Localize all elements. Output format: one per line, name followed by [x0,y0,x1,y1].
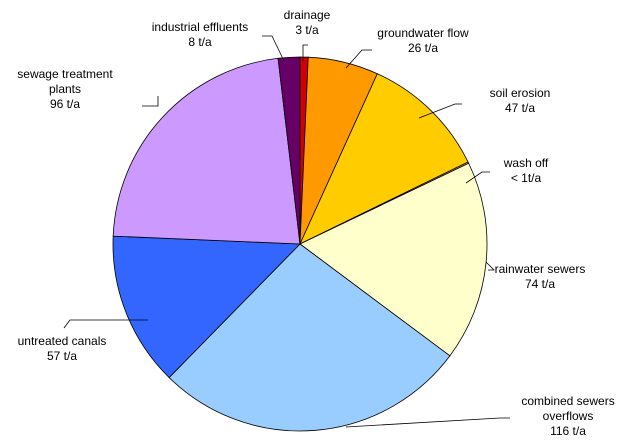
slice-label-line: 3 t/a [295,23,319,37]
leader-line-8 [262,35,285,62]
slice-label-line: 47 t/a [505,101,535,115]
pie-slice-2 [299,73,469,245]
slice-label-6: untreated canals 57 t/a [18,334,107,363]
slice-label-8: industrial effluents 8 t/a [152,20,249,49]
leader-line-4 [485,261,495,271]
slice-label-line: rainwater sewers [495,262,586,276]
slice-label-line: soil erosion [490,86,551,100]
leader-lines [63,35,510,428]
slice-label-7: sewage treatment plants 96 t/a [17,67,113,111]
slice-label-line: overflows [543,409,594,423]
slice-label-line: wash off [503,156,549,170]
slice-label-line: 8 t/a [188,35,212,49]
leader-line-6 [63,319,148,329]
slice-label-1: groundwater flow 26 t/a [377,26,469,55]
slice-label-2: soil erosion 47 t/a [490,86,551,115]
pie-slice-7 [112,57,301,245]
leader-line-7 [142,96,159,107]
slice-label-3: wash off < 1t/a [503,156,549,185]
slice-label-line: < 1t/a [511,171,542,185]
slice-label-line: 96 t/a [50,97,80,111]
pie-slices [112,56,488,432]
slice-label-line: 26 t/a [408,41,438,55]
slice-label-line: 74 t/a [525,277,555,291]
slice-label-line: industrial effluents [152,20,249,34]
slice-label-line: groundwater flow [377,26,469,40]
slice-label-line: 57 t/a [47,349,77,363]
pie-slice-5 [168,243,451,432]
slice-label-line: untreated canals [18,334,107,348]
leader-line-3 [465,171,490,184]
leader-line-5 [345,417,510,428]
slice-label-line: combined sewers [521,394,614,408]
slice-label-line: plants [49,82,81,96]
slice-label-line: 116 t/a [550,424,586,438]
slice-label-0: drainage 3 t/a [284,8,331,37]
pie-slice-8 [277,56,301,245]
slice-labels: drainage 3 t/a groundwater flow 26 t/a soil … [17,8,614,438]
leader-line-1 [345,49,372,69]
slice-label-line: drainage [284,8,331,22]
leader-line-0 [302,44,308,61]
slice-label-line: sewage treatment [17,67,113,81]
slice-label-4: rainwater sewers 74 t/a [495,262,586,291]
slice-label-5: combined sewers overflows 116 t/a [521,394,614,438]
leader-line-2 [418,103,462,119]
pie-slice-6 [112,235,301,379]
